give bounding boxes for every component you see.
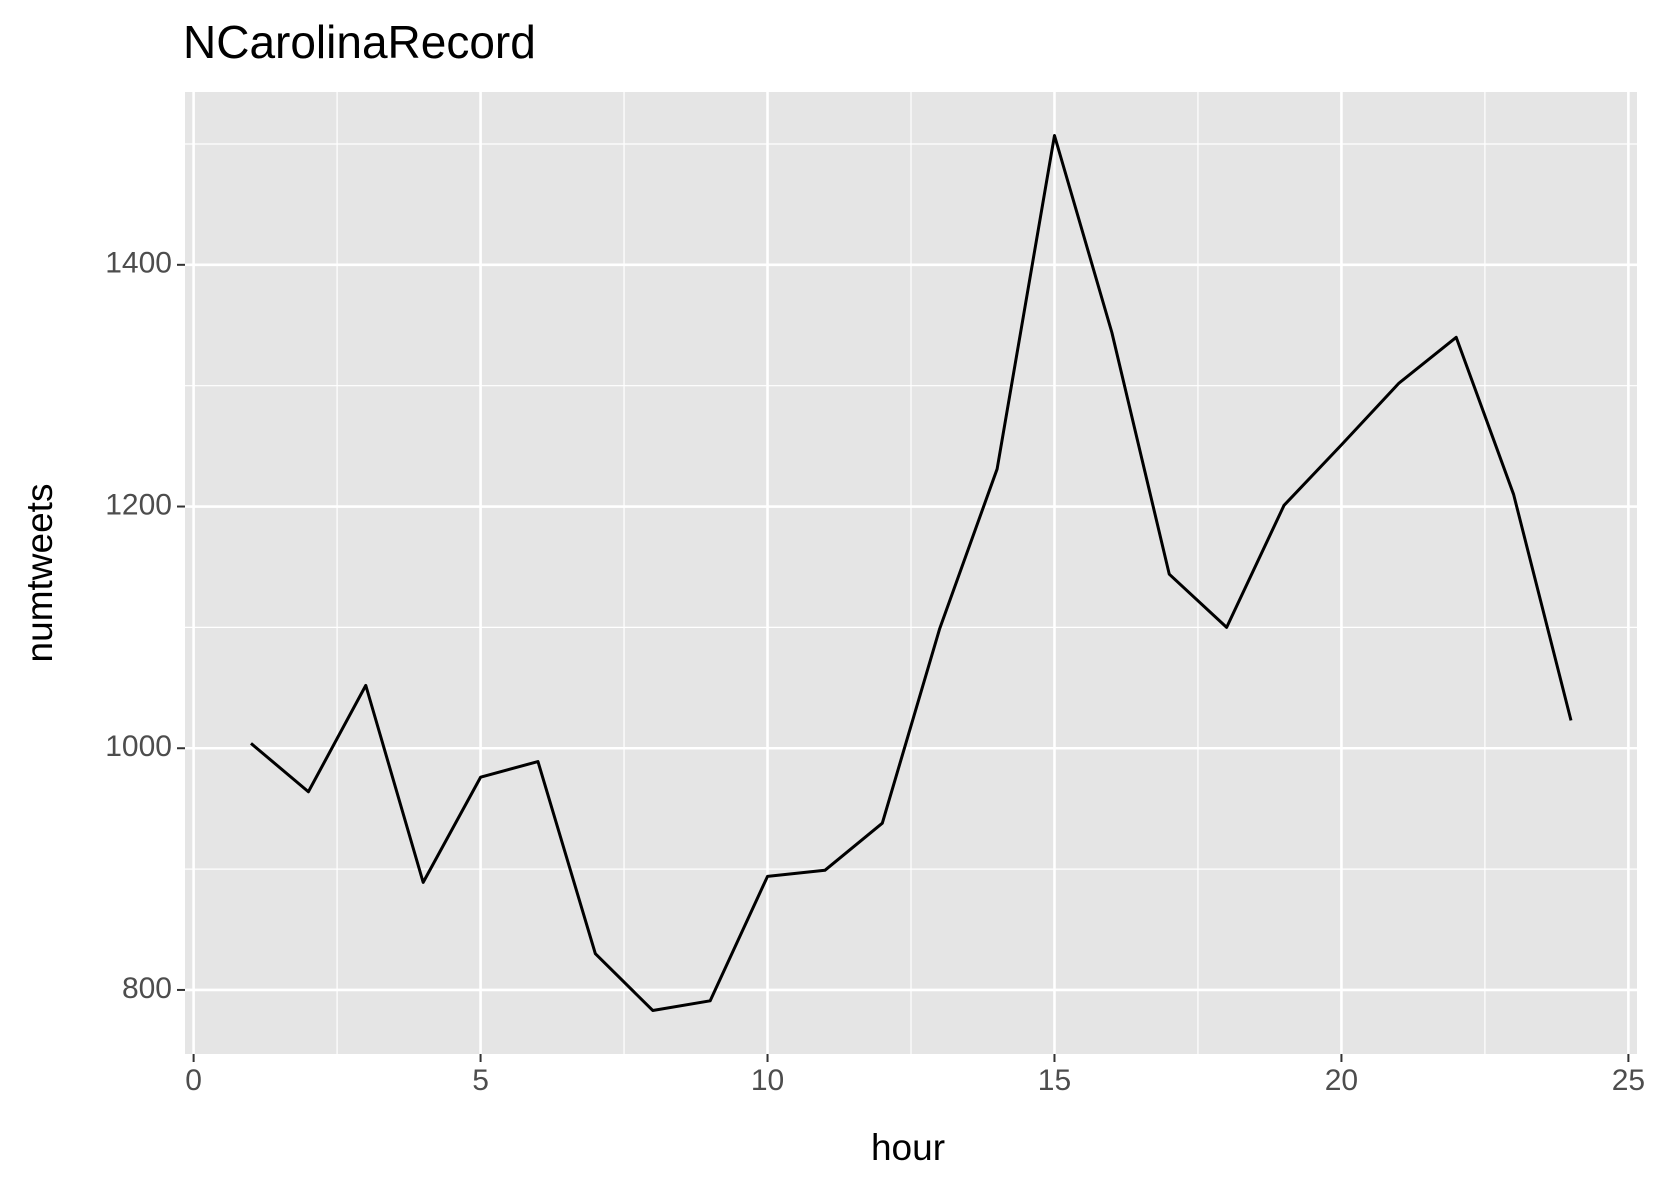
chart-title: NCarolinaRecord [183,16,536,68]
line-series [250,134,1573,1012]
x-tick-label: 0 [185,1064,202,1097]
x-tick-label: 25 [1612,1064,1645,1097]
y-tick-label: 1200 [105,488,172,521]
x-tick-label: 5 [472,1064,489,1097]
x-tick-label: 15 [1038,1064,1071,1097]
x-tick-label: 10 [751,1064,784,1097]
y-tick-label: 800 [122,972,172,1005]
x-axis-title: hour [871,1127,945,1168]
x-tick-label: 20 [1325,1064,1358,1097]
y-tick-label: 1000 [105,730,172,763]
y-tick-label: 1400 [105,247,172,280]
y-axis-title: numtweets [19,484,60,663]
